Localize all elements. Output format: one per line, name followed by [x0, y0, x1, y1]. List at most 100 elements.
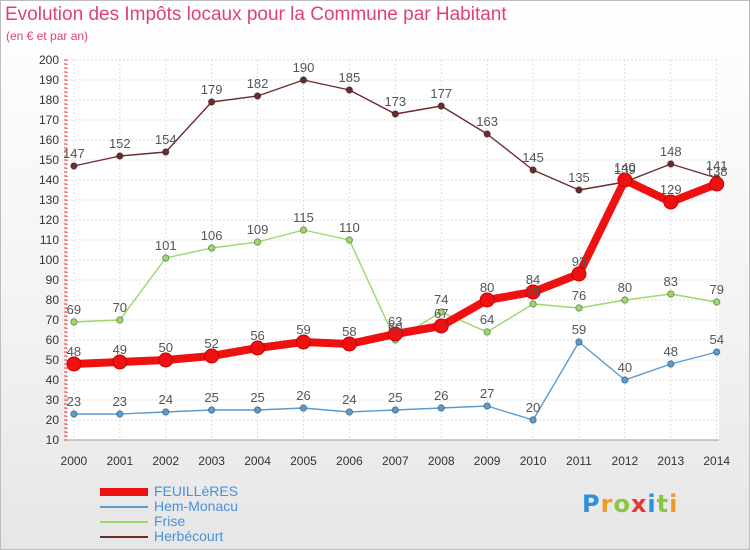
x-tick-label: 2012 — [612, 454, 639, 468]
data-point — [483, 130, 491, 138]
data-label: 48 — [67, 344, 81, 359]
data-point — [529, 166, 537, 174]
y-tick-label: 60 — [46, 333, 60, 347]
data-label: 139 — [614, 162, 636, 177]
data-label: 190 — [293, 60, 315, 75]
logo-letter: r — [600, 490, 614, 518]
data-label: 84 — [526, 272, 540, 287]
x-tick-label: 2013 — [657, 454, 684, 468]
data-point — [713, 348, 721, 356]
data-label: 40 — [618, 360, 632, 375]
data-point — [295, 334, 311, 350]
data-point — [345, 86, 354, 94]
data-label: 59 — [296, 322, 310, 337]
data-point — [437, 102, 445, 110]
data-point — [250, 340, 266, 356]
data-label: 140 — [614, 160, 636, 175]
data-point — [207, 406, 216, 414]
data-label: 25 — [204, 390, 218, 405]
data-label: 63 — [388, 314, 402, 329]
legend-item: Frise — [100, 514, 238, 529]
data-label: 60 — [388, 320, 402, 335]
data-label: 23 — [113, 394, 127, 409]
data-label: 80 — [480, 280, 494, 295]
data-point — [529, 416, 537, 424]
data-label: 74 — [434, 292, 448, 307]
y-tick-label: 50 — [46, 353, 60, 367]
data-label: 76 — [572, 288, 586, 303]
data-point — [667, 160, 675, 168]
logo-letter: o — [613, 490, 631, 518]
chart-legend: FEUILLèRES Hem-Monacu Frise Herbécourt — [100, 484, 238, 544]
x-tick-label: 2007 — [382, 454, 409, 468]
data-point — [437, 308, 445, 316]
data-point — [391, 110, 399, 118]
data-label: 24 — [158, 392, 172, 407]
data-label: 52 — [204, 336, 218, 351]
data-point — [299, 404, 308, 412]
data-label: 64 — [480, 312, 494, 327]
proxiti-logo: Proxiti — [582, 490, 678, 518]
data-label: 54 — [709, 332, 723, 347]
y-tick-label: 90 — [46, 273, 60, 287]
data-point — [345, 408, 354, 416]
data-point — [391, 406, 399, 414]
legend-swatch — [100, 505, 148, 508]
legend-item: Hem-Monacu — [100, 499, 238, 514]
data-point — [162, 408, 170, 416]
legend-swatch — [100, 487, 148, 496]
plot-area — [67, 60, 719, 440]
data-point — [158, 352, 174, 368]
y-tick-label: 40 — [46, 373, 60, 387]
y-tick-label: 130 — [39, 193, 59, 207]
legend-label: Frise — [154, 513, 186, 529]
data-point — [66, 356, 82, 372]
data-label: 106 — [201, 228, 223, 243]
data-point — [116, 152, 124, 160]
legend-swatch — [100, 520, 148, 523]
data-point — [116, 316, 124, 324]
data-point — [162, 254, 170, 262]
data-label: 152 — [109, 136, 131, 151]
data-point — [70, 410, 78, 418]
y-tick-label: 170 — [39, 113, 59, 127]
data-point — [70, 318, 78, 326]
x-tick-label: 2003 — [198, 454, 225, 468]
x-tick-label: 2001 — [106, 454, 133, 468]
data-point — [253, 92, 262, 100]
data-point — [571, 266, 587, 282]
y-tick-label: 10 — [46, 433, 60, 447]
data-point — [116, 410, 124, 418]
data-label: 27 — [480, 386, 494, 401]
data-label: 69 — [67, 302, 81, 317]
data-point — [207, 244, 216, 252]
legend-swatch — [100, 535, 148, 538]
x-tick-label: 2010 — [520, 454, 547, 468]
data-label: 83 — [664, 274, 678, 289]
data-point — [437, 404, 445, 412]
y-tick-label: 80 — [46, 293, 60, 307]
y-tick-label: 100 — [39, 253, 59, 267]
x-tick-label: 2008 — [428, 454, 455, 468]
data-label: 185 — [339, 70, 361, 85]
data-label: 154 — [155, 132, 177, 147]
data-label: 70 — [113, 300, 127, 315]
data-label: 25 — [250, 390, 264, 405]
legend-label: Herbécourt — [154, 528, 224, 544]
y-tick-label: 70 — [46, 313, 60, 327]
data-point — [621, 296, 629, 304]
data-label: 147 — [63, 146, 85, 161]
y-tick-label: 150 — [39, 153, 59, 167]
data-label: 110 — [339, 220, 360, 235]
chart-title: Evolution des Impôts locaux pour la Comm… — [5, 4, 507, 25]
data-label: 56 — [250, 328, 264, 343]
legend-item: Herbécourt — [100, 529, 238, 544]
data-point — [713, 298, 721, 306]
data-point — [207, 98, 216, 106]
data-label: 80 — [618, 280, 632, 295]
y-tick-label: 200 — [39, 53, 59, 67]
logo-letter: i — [669, 490, 679, 518]
x-tick-label: 2014 — [703, 454, 730, 468]
x-tick-label: 2006 — [336, 454, 363, 468]
x-tick-label: 2000 — [61, 454, 88, 468]
